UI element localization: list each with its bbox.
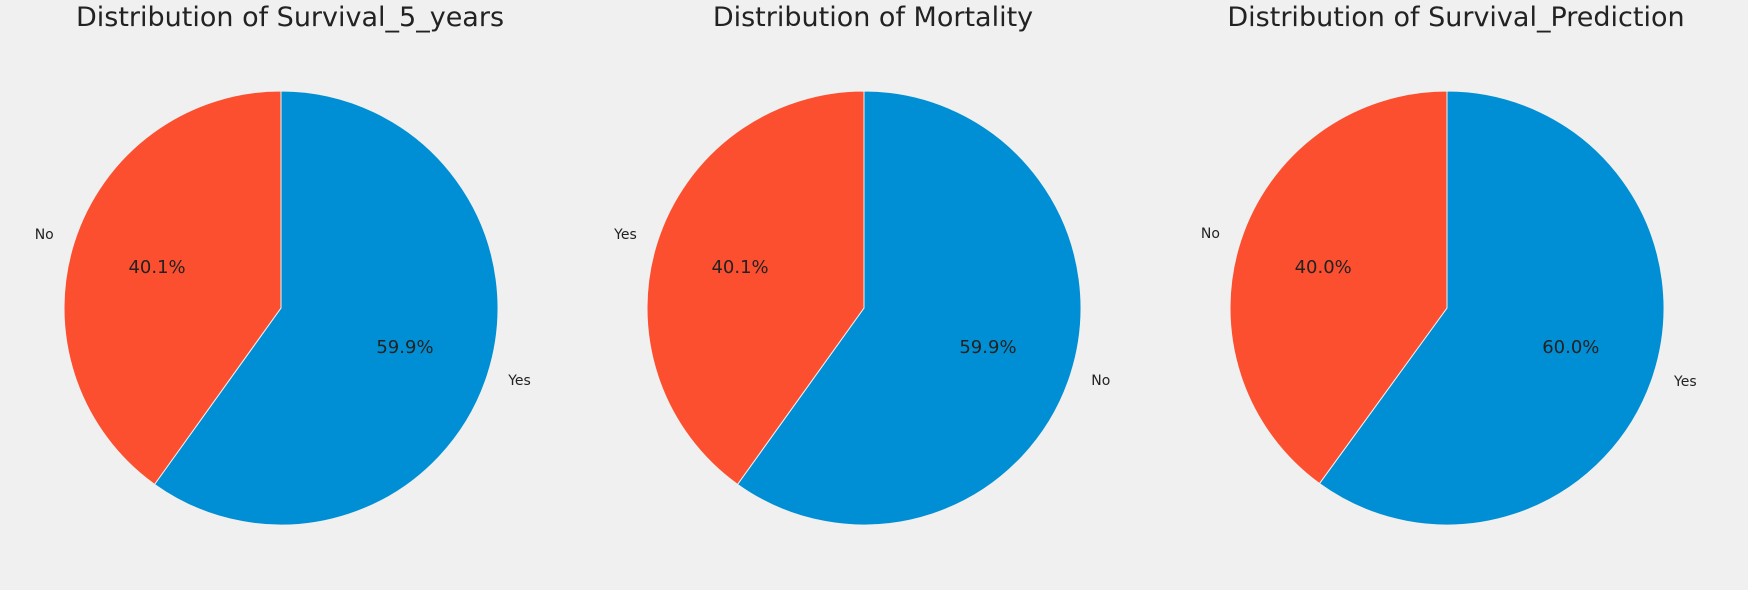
pie-slice-no	[736, 90, 1082, 526]
slice-label: No	[35, 227, 54, 243]
slice-label: Yes	[1673, 374, 1697, 390]
slice-label: Yes	[507, 373, 531, 389]
chart-title: Distribution of Survival_5_years	[75, 2, 505, 33]
pie-svg: No 59.9% Yes 40.1%	[613, 90, 1110, 526]
pie-svg: Yes 59.9% No 40.1%	[35, 90, 531, 526]
pie-chart-survival-5-years: Distribution of Survival_5_years Yes 59.9…	[0, 0, 580, 590]
pie-slice-yes	[646, 90, 865, 486]
slice-label: Yes	[613, 227, 637, 243]
pie-chart-mortality: Distribution of Mortality No 59.9% Yes 40.1…	[583, 0, 1163, 590]
pie-chart-survival-prediction: Distribution of Survival_Prediction Yes 6…	[1166, 0, 1746, 590]
percent-label: 60.0%	[1542, 337, 1599, 358]
pie-slice-yes	[1318, 90, 1665, 526]
slice-label: No	[1091, 373, 1110, 389]
percent-label: 40.0%	[1295, 257, 1352, 278]
slice-label: No	[1201, 226, 1220, 242]
percent-label: 59.9%	[959, 337, 1016, 358]
pie-slice-yes	[153, 90, 499, 526]
pie-slice-no	[1229, 90, 1448, 485]
chart-title: Distribution of Mortality	[712, 2, 1034, 33]
percent-label: 40.1%	[711, 257, 768, 278]
pie-svg: Yes 60.0% No 40.0%	[1201, 90, 1697, 526]
percent-label: 40.1%	[128, 257, 185, 278]
pie-slice-no	[63, 90, 282, 486]
percent-label: 59.9%	[376, 337, 433, 358]
chart-title: Distribution of Survival_Prediction	[1227, 2, 1685, 33]
